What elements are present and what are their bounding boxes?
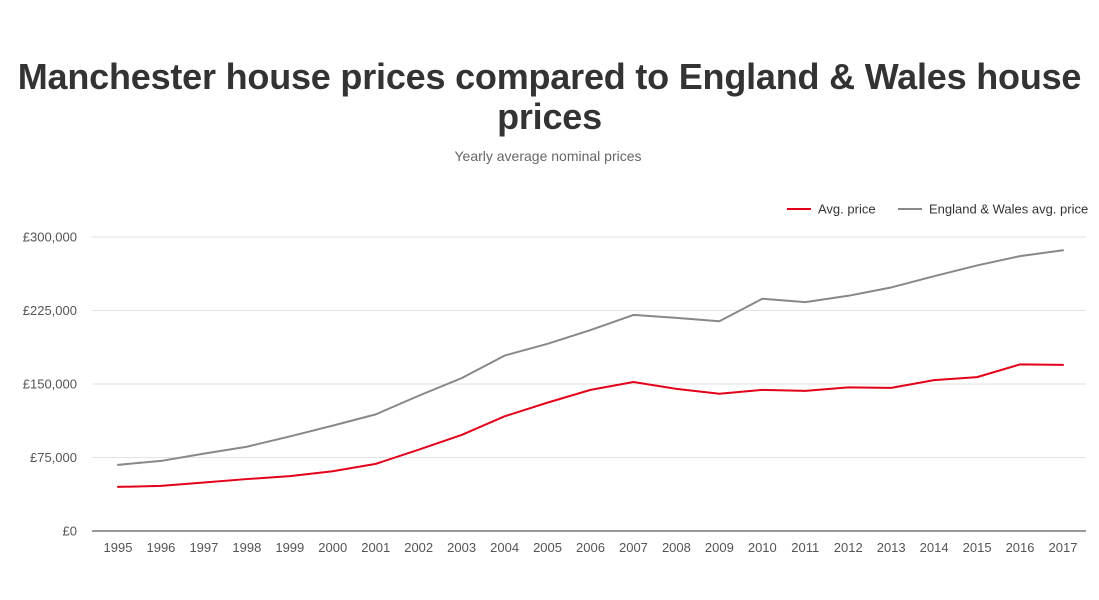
x-tick-label: 2016 [1006, 540, 1035, 555]
x-tick-label: 2008 [662, 540, 691, 555]
x-axis-labels: 1995 1996 1997 1998 1999 2000 2001 2002 2003 2004… [104, 540, 1078, 555]
y-tick-label: £75,000 [30, 450, 77, 465]
x-tick-label: 2012 [834, 540, 863, 555]
legend-label: Avg. price [818, 202, 876, 217]
chart-title: Manchester house prices compared to Engl… [17, 56, 1082, 137]
x-tick-label: 2006 [576, 540, 605, 555]
x-tick-label: 2009 [705, 540, 734, 555]
x-tick-label: 1998 [232, 540, 261, 555]
x-tick-label: 2005 [533, 540, 562, 555]
series-line-avg-price [117, 363, 1064, 488]
legend-item-england-wales-avg-price[interactable]: England & Wales avg. price [898, 202, 1088, 217]
x-tick-label: 2004 [490, 540, 519, 555]
x-tick-label: 1995 [104, 540, 133, 555]
x-tick-label: 1999 [275, 540, 304, 555]
y-axis-labels: £0 £75,000 £150,000 £225,000 £300,000 [23, 230, 77, 539]
series-lines [117, 249, 1064, 488]
x-tick-label: 2010 [748, 540, 777, 555]
series-line-england-wales-avg-price [117, 249, 1064, 466]
y-tick-label: £225,000 [23, 303, 77, 318]
legend-item-avg-price[interactable]: Avg. price [787, 202, 876, 217]
y-tick-label: £150,000 [23, 377, 77, 392]
legend-label: England & Wales avg. price [929, 202, 1088, 217]
y-tick-label: £0 [63, 524, 77, 539]
x-tick-label: 2001 [361, 540, 390, 555]
x-tick-label: 1997 [189, 540, 218, 555]
x-tick-label: 2000 [318, 540, 347, 555]
x-tick-label: 2011 [791, 540, 819, 555]
x-tick-label: 2013 [877, 540, 906, 555]
x-tick-label: 2002 [404, 540, 433, 555]
x-tick-label: 2014 [920, 540, 949, 555]
x-tick-label: 2015 [963, 540, 992, 555]
x-tick-label: 2007 [619, 540, 648, 555]
y-tick-label: £300,000 [23, 230, 77, 245]
legend[interactable]: Avg. price England & Wales avg. price [787, 202, 1088, 217]
chart-subtitle: Yearly average nominal prices [454, 148, 642, 164]
x-tick-label: 2017 [1049, 540, 1078, 555]
x-tick-label: 1996 [146, 540, 175, 555]
gridlines [92, 236, 1086, 532]
x-tick-label: 2003 [447, 540, 476, 555]
